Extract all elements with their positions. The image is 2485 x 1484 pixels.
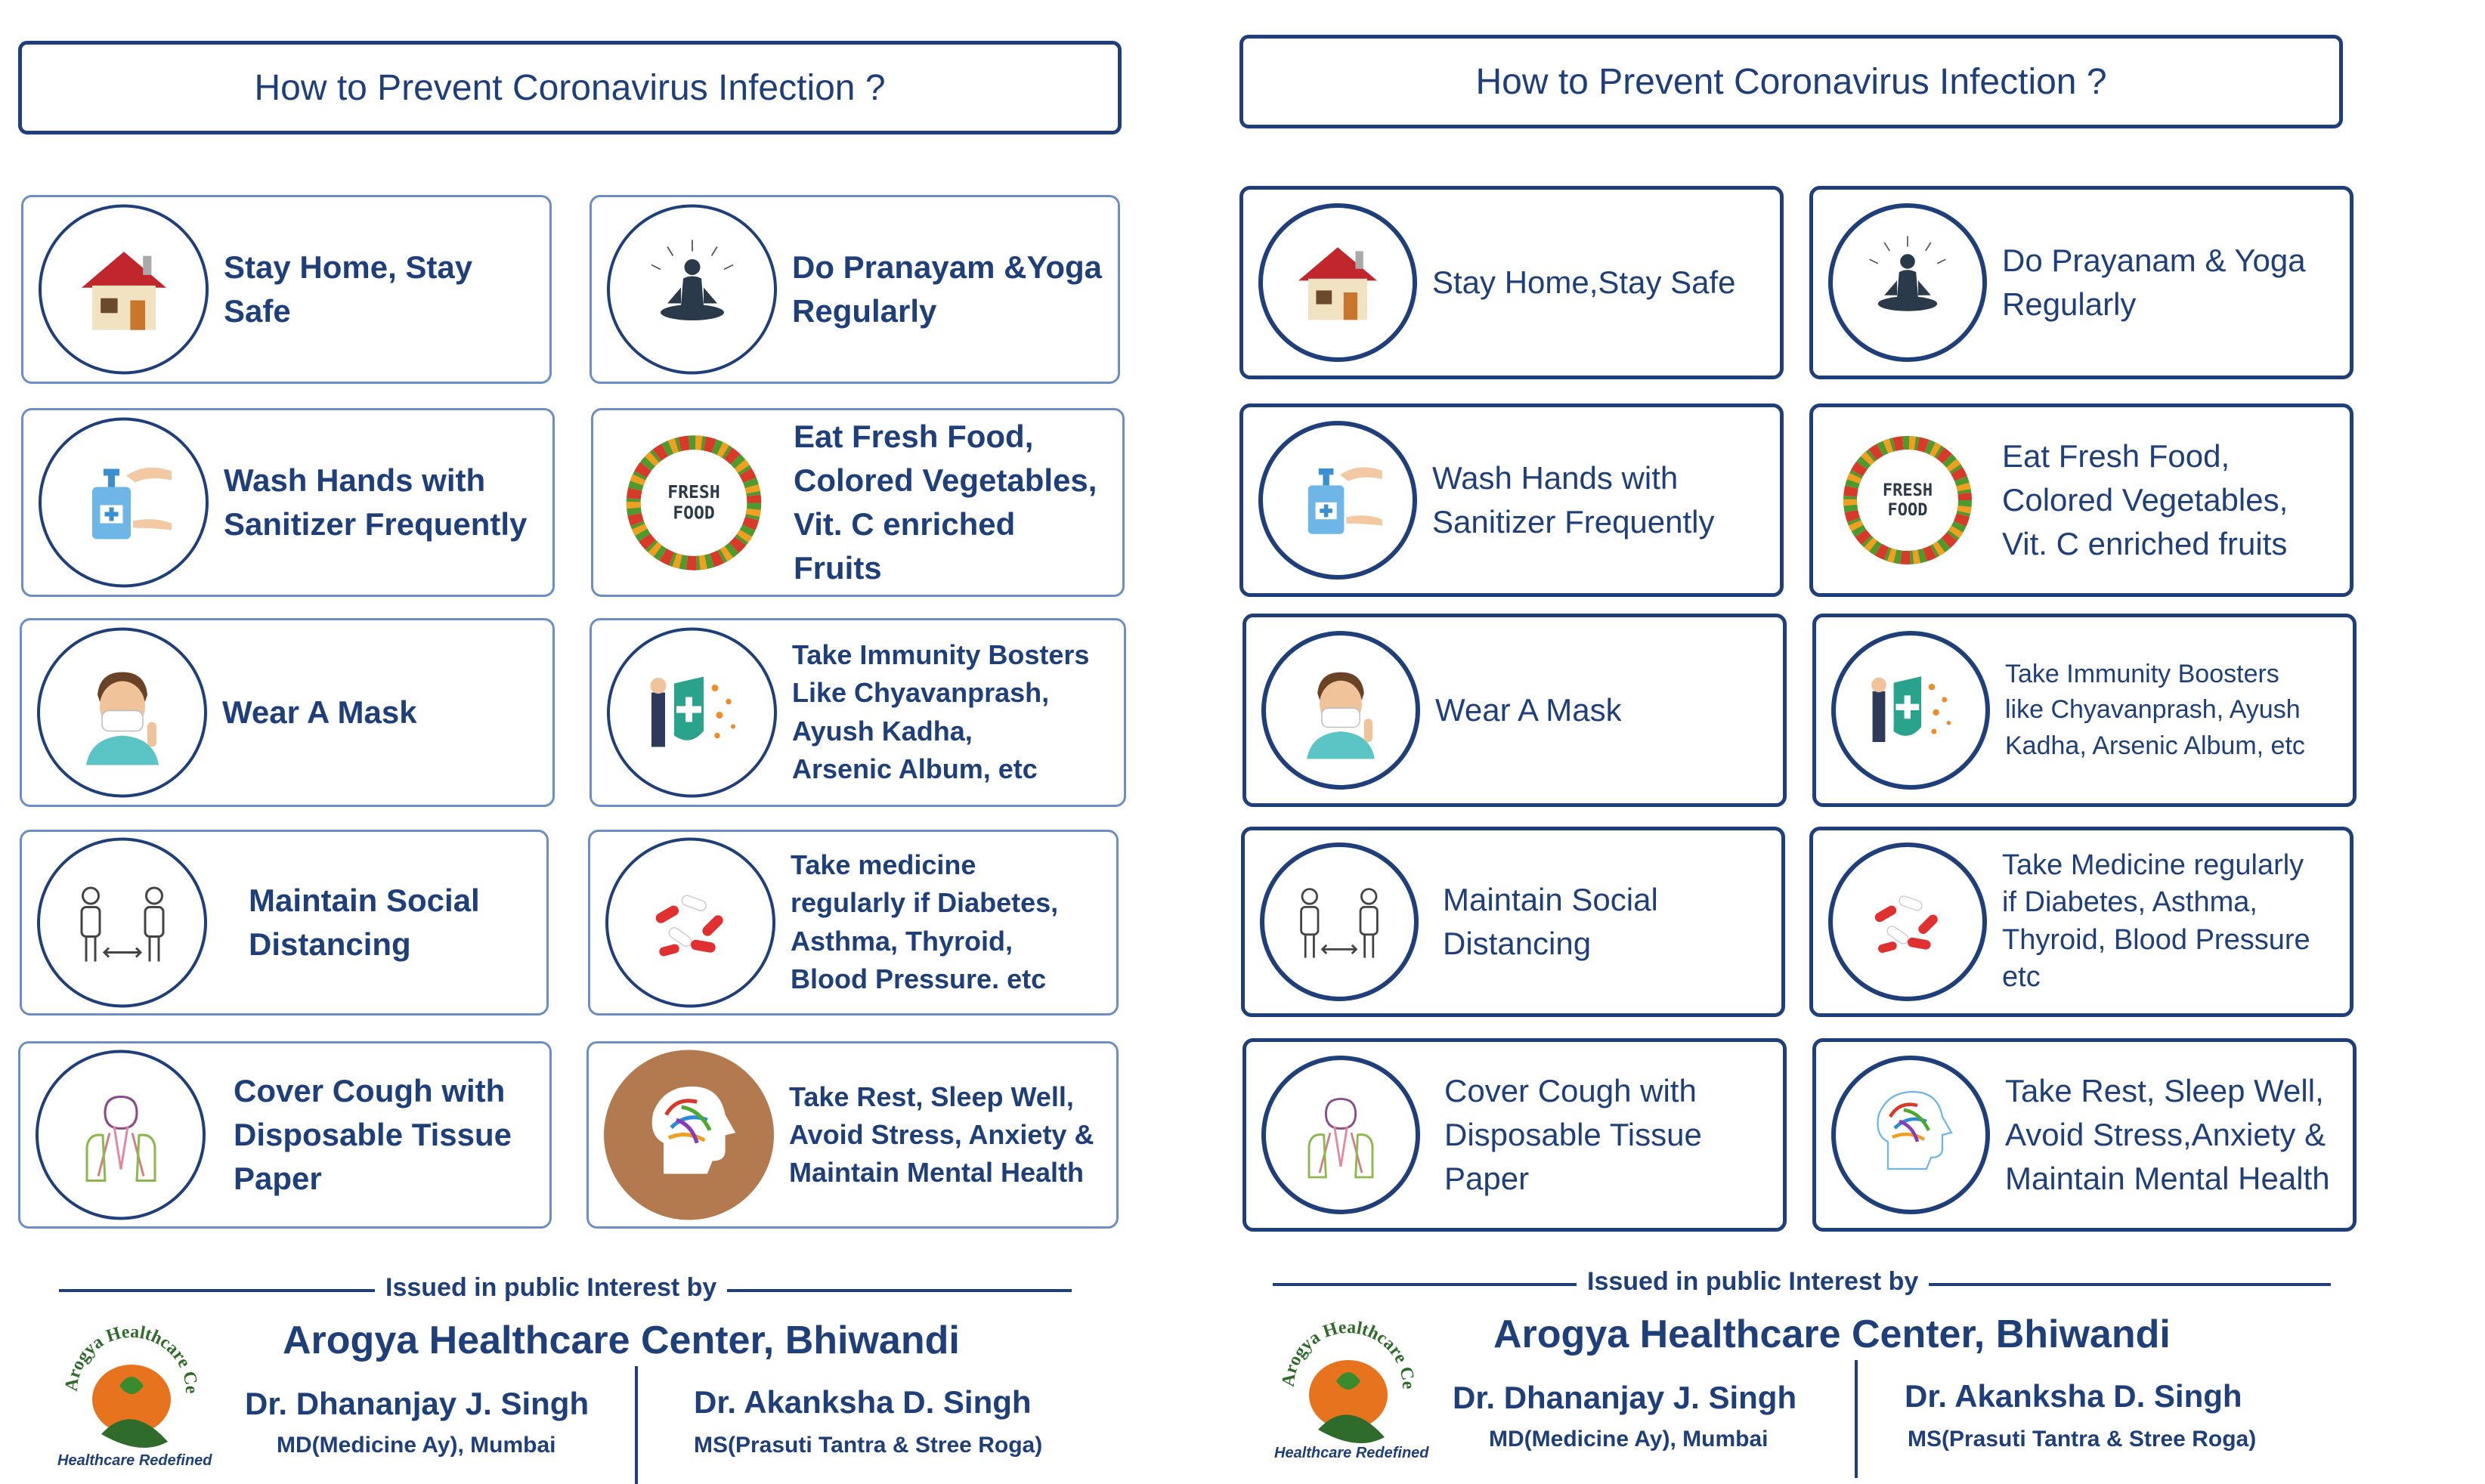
card-yoga: Do Prayanam & Yoga Regularly — [1809, 186, 2353, 379]
distancing-icon — [1260, 842, 1419, 1001]
logo-tagline: Healthcare Redefined — [1274, 1445, 1429, 1461]
logo-tagline: Healthcare Redefined — [57, 1452, 212, 1469]
card-text: Wear A Mask — [222, 694, 417, 730]
card-text: Maintain Social Distancing — [249, 883, 480, 962]
card-medicine: Take Medicine regularly if Diabetes, Ast… — [1809, 827, 2353, 1017]
card-text: Wash Hands with Sanitizer Frequently — [1432, 460, 1715, 539]
card-text: Maintain Social Distancing — [1443, 882, 1658, 961]
doctor-2-degree: MS(Prasuti Tantra & Stree Roga) — [1908, 1427, 2257, 1452]
svg-text:FOOD: FOOD — [1888, 501, 1928, 520]
card-rest: Take Rest, Sleep Well, Avoid Stress,Anxi… — [1812, 1038, 2357, 1232]
card-text: Wash Hands with Sanitizer Frequently — [224, 462, 528, 542]
meditation-icon — [1828, 203, 1987, 362]
doctor-2-name: Dr. Akanksha D. Singh — [1905, 1378, 2242, 1414]
cough-icon — [1261, 1056, 1420, 1214]
shield-icon — [607, 627, 777, 798]
card-immunity: Take Immunity Bosters Like Chyavanprash,… — [590, 618, 1126, 807]
card-text: Do Prayanam & Yoga Regularly — [2002, 243, 2306, 322]
card-text: Eat Fresh Food, Colored Vegetables, Vit.… — [794, 419, 1097, 586]
svg-text:FRESH: FRESH — [667, 483, 720, 502]
svg-text:FRESH: FRESH — [1883, 481, 1933, 500]
card-text: Stay Home, Stay Safe — [224, 249, 473, 329]
poster-title: How to Prevent Coronavirus Infection ? — [1239, 35, 2343, 128]
brain-icon — [604, 1050, 774, 1220]
doctor-divider — [1855, 1360, 1858, 1478]
doctor-divider — [635, 1366, 638, 1484]
doctor-1-degree: MD(Medicine Ay), Mumbai — [277, 1433, 556, 1458]
card-rest: Take Rest, Sleep Well, Avoid Stress, Anx… — [586, 1041, 1119, 1229]
doctor-2-name: Dr. Akanksha D. Singh — [694, 1384, 1032, 1420]
card-text: Take Medicine regularly if Diabetes, Ast… — [2002, 849, 2310, 994]
card-cover-cough: Cover Cough with Disposable Tissue Paper — [1242, 1038, 1787, 1232]
mask-icon — [37, 627, 207, 798]
pills-icon — [605, 837, 775, 1008]
fresh-food-icon: FRESH FOOD — [1828, 421, 1987, 580]
poster-title: How to Prevent Coronavirus Infection ? — [18, 41, 1122, 134]
doctor-1-name: Dr. Dhananjay J. Singh — [1453, 1380, 1797, 1415]
card-fresh-food: FRESH FOOD Eat Fresh Food, Colored Vegeta… — [1809, 403, 2353, 597]
card-cover-cough: Cover Cough with Disposable Tissue Paper — [18, 1041, 552, 1229]
card-social-distancing: Maintain Social Distancing — [1241, 827, 1785, 1017]
card-text: Cover Cough with Disposable Tissue Paper — [234, 1073, 512, 1196]
clinic-logo: Arogya Healthcare Center Healthcare Rede… — [1258, 1281, 1430, 1470]
card-text: Take Rest, Sleep Well, Avoid Stress, Anx… — [789, 1081, 1094, 1189]
card-text: Take medicine regularly if Diabetes, Ast… — [791, 849, 1059, 995]
card-medicine: Take medicine regularly if Diabetes, Ast… — [588, 830, 1119, 1016]
pills-icon — [1828, 842, 1987, 1001]
shield-icon — [1831, 631, 1990, 790]
center-name: Arogya Healthcare Center, Bhiwandi — [283, 1319, 960, 1362]
card-text: Take Immunity Boosters like Chyavanprash… — [2005, 659, 2305, 760]
brain-icon — [1831, 1056, 1990, 1214]
card-text: Cover Cough with Disposable Tissue Paper — [1444, 1073, 1702, 1196]
card-wear-mask: Wear A Mask — [20, 618, 555, 807]
card-wear-mask: Wear A Mask — [1242, 614, 1787, 807]
card-wash-hands: Wash Hands with Sanitizer Frequently — [1239, 403, 1784, 597]
poster-title-text: How to Prevent Coronavirus Infection ? — [1475, 61, 2107, 102]
mask-icon — [1261, 631, 1420, 790]
card-stay-home: Stay Home,Stay Safe — [1239, 186, 1784, 379]
card-text: Stay Home,Stay Safe — [1432, 264, 1736, 300]
card-text: Do Pranayam &Yoga Regularly — [792, 249, 1103, 329]
card-text: Take Immunity Bosters Like Chyavanprash,… — [792, 639, 1090, 785]
svg-text:FOOD: FOOD — [673, 503, 715, 523]
poster-left: How to Prevent Coronavirus Infection ? S… — [0, 0, 1179, 1484]
doctor-1-degree: MD(Medicine Ay), Mumbai — [1489, 1427, 1769, 1452]
fresh-food-icon: FRESH FOOD — [608, 417, 778, 588]
card-text: Wear A Mask — [1435, 692, 1622, 728]
distancing-icon — [37, 837, 207, 1008]
poster-right: How to Prevent Coronavirus Infection ? S… — [1224, 0, 2485, 1484]
doctor-2-degree: MS(Prasuti Tantra & Stree Roga) — [694, 1433, 1043, 1458]
card-yoga: Do Pranayam &Yoga Regularly — [590, 195, 1120, 384]
house-icon — [1258, 203, 1417, 362]
card-immunity: Take Immunity Boosters like Chyavanprash… — [1812, 614, 2357, 807]
card-text: Eat Fresh Food, Colored Vegetables, Vit.… — [2002, 438, 2288, 561]
center-name: Arogya Healthcare Center, Bhiwandi — [1493, 1312, 2171, 1356]
card-stay-home: Stay Home, Stay Safe — [21, 195, 552, 384]
poster-title-text: How to Prevent Coronavirus Infection ? — [254, 67, 886, 108]
sanitizer-icon — [1258, 421, 1417, 580]
card-fresh-food: FRESH FOOD Eat Fresh Food, Colored Vegeta… — [591, 408, 1125, 597]
doctor-1-name: Dr. Dhananjay J. Singh — [245, 1386, 590, 1421]
meditation-icon — [607, 204, 777, 375]
sanitizer-icon — [39, 417, 209, 588]
card-wash-hands: Wash Hands with Sanitizer Frequently — [21, 408, 555, 597]
house-icon — [39, 204, 209, 375]
card-text: Take Rest, Sleep Well, Avoid Stress,Anxi… — [2005, 1073, 2330, 1196]
clinic-logo: Arogya Healthcare Center Healthcare Rede… — [42, 1286, 213, 1475]
issued-label: Issued in public Interest by — [1577, 1267, 1930, 1297]
issued-label: Issued in public Interest by — [375, 1273, 728, 1303]
card-social-distancing: Maintain Social Distancing — [20, 830, 549, 1016]
cough-icon — [36, 1050, 206, 1220]
